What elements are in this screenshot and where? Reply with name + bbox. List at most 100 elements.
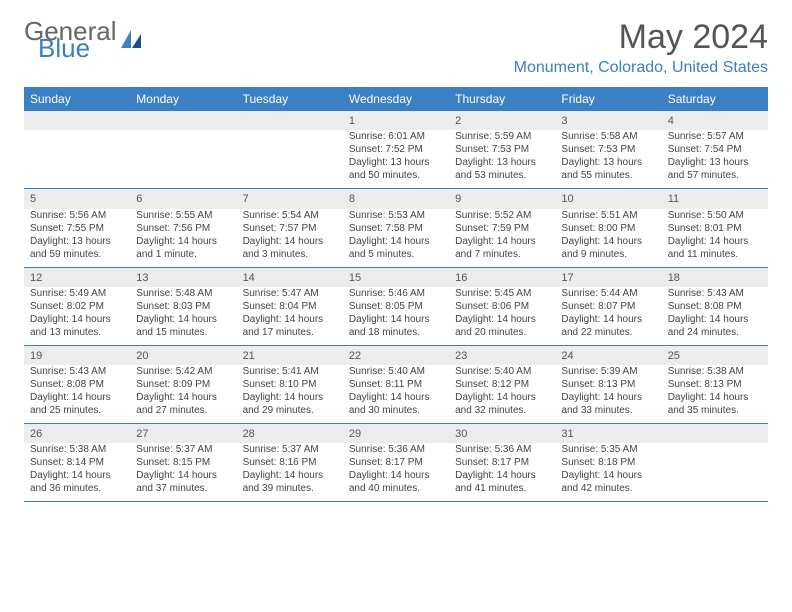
daylight-text: Daylight: 14 hours	[455, 469, 549, 482]
sunrise-text: Sunrise: 5:58 AM	[561, 130, 655, 143]
sunrise-text: Sunrise: 5:40 AM	[455, 365, 549, 378]
day-header-row: SundayMondayTuesdayWednesdayThursdayFrid…	[24, 87, 768, 111]
day-header: Thursday	[449, 87, 555, 111]
daylight-text: Daylight: 14 hours	[349, 469, 443, 482]
sunset-text: Sunset: 8:00 PM	[561, 222, 655, 235]
daylight-text: Daylight: 14 hours	[243, 235, 337, 248]
daylight-text: and 50 minutes.	[349, 169, 443, 182]
daylight-text: and 1 minute.	[136, 248, 230, 261]
day-number-cell: 4	[662, 111, 768, 130]
day-detail-cell: Sunrise: 5:56 AMSunset: 7:55 PMDaylight:…	[24, 209, 130, 268]
sunrise-text: Sunrise: 5:43 AM	[668, 287, 762, 300]
day-detail-cell	[237, 130, 343, 189]
calendar-body: 1234 Sunrise: 6:01 AMSunset: 7:52 PMDayl…	[24, 111, 768, 502]
day-detail-cell: Sunrise: 5:40 AMSunset: 8:11 PMDaylight:…	[343, 365, 449, 424]
daylight-text: and 18 minutes.	[349, 326, 443, 339]
sunrise-text: Sunrise: 5:43 AM	[30, 365, 124, 378]
day-detail-cell: Sunrise: 5:39 AMSunset: 8:13 PMDaylight:…	[555, 365, 661, 424]
daylight-text: and 24 minutes.	[668, 326, 762, 339]
daylight-text: Daylight: 14 hours	[30, 391, 124, 404]
day-number-cell	[130, 111, 236, 130]
day-number-cell: 8	[343, 189, 449, 209]
month-title: May 2024	[514, 18, 768, 57]
day-number-cell	[237, 111, 343, 130]
daylight-text: and 25 minutes.	[30, 404, 124, 417]
day-detail-cell	[24, 130, 130, 189]
daylight-text: and 11 minutes.	[668, 248, 762, 261]
sunset-text: Sunset: 8:18 PM	[561, 456, 655, 469]
day-number-cell: 23	[449, 345, 555, 365]
daylight-text: and 22 minutes.	[561, 326, 655, 339]
daylight-text: Daylight: 14 hours	[561, 391, 655, 404]
sunrise-text: Sunrise: 5:51 AM	[561, 209, 655, 222]
daylight-text: and 42 minutes.	[561, 482, 655, 495]
day-header: Friday	[555, 87, 661, 111]
sunset-text: Sunset: 8:04 PM	[243, 300, 337, 313]
sunrise-text: Sunrise: 5:53 AM	[349, 209, 443, 222]
sunrise-text: Sunrise: 5:41 AM	[243, 365, 337, 378]
sunset-text: Sunset: 8:17 PM	[455, 456, 549, 469]
sunset-text: Sunset: 8:09 PM	[136, 378, 230, 391]
day-detail-cell	[130, 130, 236, 189]
daylight-text: Daylight: 14 hours	[243, 469, 337, 482]
daylight-text: Daylight: 14 hours	[30, 469, 124, 482]
sunset-text: Sunset: 8:02 PM	[30, 300, 124, 313]
daylight-text: Daylight: 14 hours	[136, 391, 230, 404]
brand-line2: Blue	[24, 37, 117, 60]
daylight-text: and 15 minutes.	[136, 326, 230, 339]
day-detail-cell: Sunrise: 5:41 AMSunset: 8:10 PMDaylight:…	[237, 365, 343, 424]
daylight-text: Daylight: 14 hours	[668, 391, 762, 404]
day-detail-cell: Sunrise: 5:54 AMSunset: 7:57 PMDaylight:…	[237, 209, 343, 268]
title-block: May 2024 Monument, Colorado, United Stat…	[514, 18, 768, 77]
day-detail-cell: Sunrise: 5:36 AMSunset: 8:17 PMDaylight:…	[343, 443, 449, 502]
daylight-text: and 32 minutes.	[455, 404, 549, 417]
day-number-cell: 16	[449, 267, 555, 287]
sunset-text: Sunset: 8:01 PM	[668, 222, 762, 235]
day-number-cell: 24	[555, 345, 661, 365]
day-number-cell: 13	[130, 267, 236, 287]
daylight-text: and 36 minutes.	[30, 482, 124, 495]
day-number-cell: 14	[237, 267, 343, 287]
location-subtitle: Monument, Colorado, United States	[514, 59, 768, 77]
sunset-text: Sunset: 7:56 PM	[136, 222, 230, 235]
sunrise-text: Sunrise: 5:40 AM	[349, 365, 443, 378]
day-number-cell: 25	[662, 345, 768, 365]
sunrise-text: Sunrise: 5:47 AM	[243, 287, 337, 300]
day-number-cell: 28	[237, 424, 343, 444]
daylight-text: Daylight: 14 hours	[243, 391, 337, 404]
day-number-cell: 31	[555, 424, 661, 444]
day-number-cell: 18	[662, 267, 768, 287]
sunset-text: Sunset: 8:12 PM	[455, 378, 549, 391]
day-detail-cell: Sunrise: 5:43 AMSunset: 8:08 PMDaylight:…	[24, 365, 130, 424]
daylight-text: Daylight: 13 hours	[561, 156, 655, 169]
day-number-cell: 21	[237, 345, 343, 365]
daylight-text: and 37 minutes.	[136, 482, 230, 495]
day-detail-cell: Sunrise: 5:40 AMSunset: 8:12 PMDaylight:…	[449, 365, 555, 424]
daylight-text: Daylight: 14 hours	[349, 235, 443, 248]
sunrise-text: Sunrise: 5:37 AM	[136, 443, 230, 456]
daylight-text: and 27 minutes.	[136, 404, 230, 417]
week-detail-row: Sunrise: 5:56 AMSunset: 7:55 PMDaylight:…	[24, 209, 768, 268]
sunrise-text: Sunrise: 5:36 AM	[455, 443, 549, 456]
sunrise-text: Sunrise: 5:36 AM	[349, 443, 443, 456]
day-number-cell: 2	[449, 111, 555, 130]
day-detail-cell: Sunrise: 5:50 AMSunset: 8:01 PMDaylight:…	[662, 209, 768, 268]
week-number-row: 262728293031	[24, 424, 768, 444]
day-detail-cell: Sunrise: 5:48 AMSunset: 8:03 PMDaylight:…	[130, 287, 236, 346]
day-detail-cell: Sunrise: 5:58 AMSunset: 7:53 PMDaylight:…	[555, 130, 661, 189]
sunrise-text: Sunrise: 6:01 AM	[349, 130, 443, 143]
sunrise-text: Sunrise: 5:54 AM	[243, 209, 337, 222]
daylight-text: Daylight: 14 hours	[668, 313, 762, 326]
day-detail-cell: Sunrise: 5:35 AMSunset: 8:18 PMDaylight:…	[555, 443, 661, 502]
day-number-cell: 6	[130, 189, 236, 209]
sunset-text: Sunset: 8:08 PM	[30, 378, 124, 391]
sunset-text: Sunset: 7:58 PM	[349, 222, 443, 235]
sunset-text: Sunset: 8:11 PM	[349, 378, 443, 391]
sunset-text: Sunset: 8:10 PM	[243, 378, 337, 391]
sunset-text: Sunset: 7:59 PM	[455, 222, 549, 235]
day-detail-cell: Sunrise: 5:38 AMSunset: 8:13 PMDaylight:…	[662, 365, 768, 424]
daylight-text: and 5 minutes.	[349, 248, 443, 261]
daylight-text: and 59 minutes.	[30, 248, 124, 261]
sunset-text: Sunset: 8:03 PM	[136, 300, 230, 313]
sunset-text: Sunset: 7:55 PM	[30, 222, 124, 235]
